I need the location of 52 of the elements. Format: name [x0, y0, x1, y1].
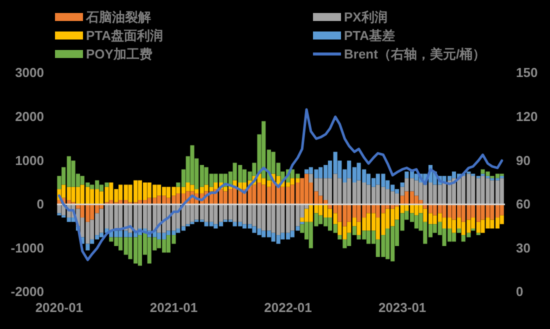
bar — [300, 222, 304, 224]
line-series — [58, 108, 504, 262]
bar — [296, 226, 300, 231]
bar — [99, 232, 104, 238]
bar — [304, 208, 309, 222]
bar — [500, 215, 504, 224]
bar — [476, 232, 480, 236]
bar — [62, 215, 66, 218]
y-tick-label: 3000 — [15, 65, 44, 80]
legend-label: Brent（右轴，美元/桶） — [344, 46, 486, 62]
bar — [500, 176, 504, 178]
bar — [418, 182, 423, 200]
bar — [304, 174, 309, 204]
legend-label: PX利润 — [344, 10, 388, 25]
bar — [456, 228, 461, 233]
y2-tick-label: 120 — [516, 108, 538, 124]
x-tick-label: 2023-01 — [378, 300, 426, 316]
bar — [57, 204, 62, 214]
bar — [400, 182, 404, 187]
legend-label: 石脑油裂解 — [85, 10, 151, 25]
bar — [471, 228, 476, 231]
y-tick-label: 2000 — [15, 108, 44, 124]
bar — [95, 235, 100, 240]
x-tick-label: 2020-01 — [35, 300, 84, 316]
y2-tick-label: 150 — [516, 65, 538, 80]
y2-tick-label: 60 — [516, 196, 530, 212]
y2-tick-label: 30 — [516, 240, 530, 256]
y-tick-label: 1000 — [15, 152, 44, 168]
bar — [500, 178, 504, 204]
bar — [486, 176, 490, 178]
y-tick-label: -1000 — [10, 240, 44, 256]
bar — [338, 235, 342, 240]
bar — [90, 239, 94, 244]
y2-tick-label: 90 — [516, 152, 530, 168]
bar — [476, 176, 480, 178]
legend-label: PTA基差 — [344, 28, 396, 44]
bar — [190, 145, 194, 185]
bar — [500, 204, 504, 216]
y-tick-label: 0 — [36, 196, 44, 212]
bar — [190, 184, 194, 192]
legend-label: PTA盘面利润 — [86, 28, 164, 44]
bar — [290, 230, 294, 238]
x-tick-label: 2021-01 — [150, 300, 198, 316]
bar — [452, 232, 456, 242]
legend-label: POY加工费 — [86, 46, 152, 62]
bar — [190, 222, 194, 224]
x-tick-label: 2022-01 — [264, 300, 312, 316]
bar — [190, 204, 194, 222]
bar — [304, 169, 309, 174]
y-tick-label: -2000 — [10, 284, 44, 300]
y2-tick-label: 0 — [516, 284, 524, 300]
bar — [86, 244, 90, 250]
